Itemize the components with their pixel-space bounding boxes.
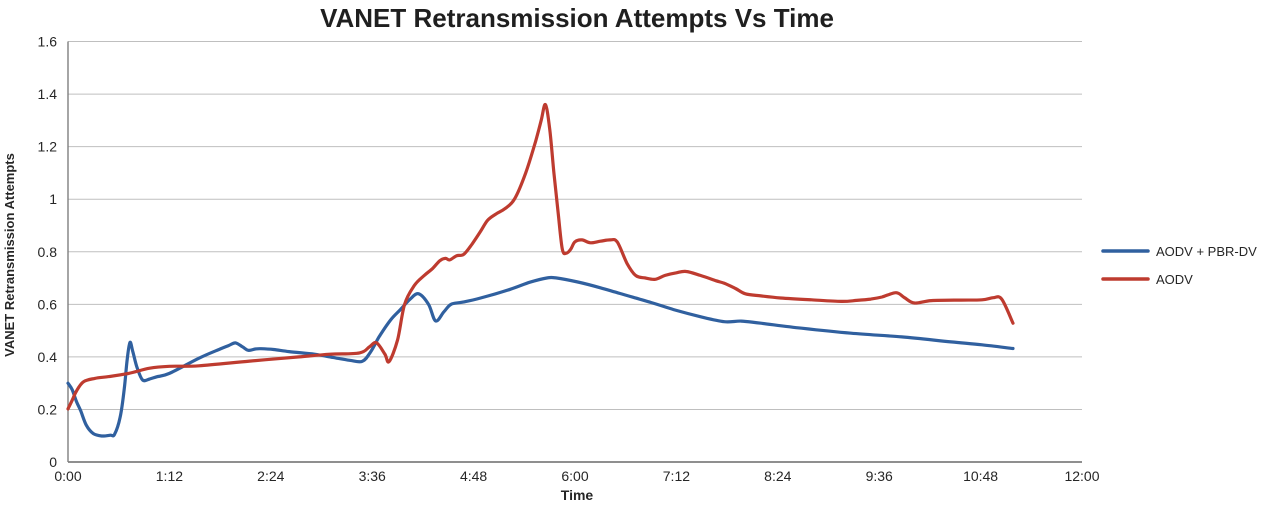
y-tick-label: 0.6: [38, 296, 58, 312]
legend-label-aodv-pbr-dv: AODV + PBR-DV: [1156, 244, 1257, 259]
y-axis-title: VANET Retransmission Attempts: [2, 153, 17, 357]
x-axis-title: Time: [561, 487, 594, 503]
y-tick-label: 1.6: [38, 34, 58, 50]
grid-layer: [67, 41, 1082, 463]
x-tick-label: 3:36: [359, 468, 386, 484]
x-tick-label: 12:00: [1064, 468, 1099, 484]
series-line-aodv: [66, 102, 1015, 411]
y-tick-label: 1: [49, 191, 57, 207]
x-tick-label: 0:00: [54, 468, 81, 484]
x-tick-label: 4:48: [460, 468, 487, 484]
series-layer: [66, 102, 1015, 438]
legend-label-aodv: AODV: [1156, 272, 1193, 287]
y-tick-label: 0.4: [38, 349, 58, 365]
y-tick-label: 1.2: [38, 139, 58, 155]
x-tick-label: 1:12: [156, 468, 183, 484]
y-tick-label: 0: [49, 454, 57, 470]
x-tick-label: 9:36: [866, 468, 893, 484]
y-tick-label: 0.2: [38, 401, 58, 417]
legend: AODV + PBR-DV AODV: [1101, 244, 1257, 287]
y-tick-label: 0.8: [38, 244, 58, 260]
tick-label-layer: 0 0.2 0.4 0.6 0.8 1 1.2 1.4 1.6 0:00 1:12 2:24 3:36 4…: [38, 34, 1100, 485]
x-tick-label: 8:24: [764, 468, 791, 484]
x-tick-label: 10:48: [963, 468, 998, 484]
x-tick-label: 2:24: [257, 468, 284, 484]
x-tick-label: 7:12: [663, 468, 690, 484]
chart-title: VANET Retransmission Attempts Vs Time: [320, 3, 834, 33]
x-tick-label: 6:00: [561, 468, 588, 484]
y-tick-label: 1.4: [38, 86, 58, 102]
